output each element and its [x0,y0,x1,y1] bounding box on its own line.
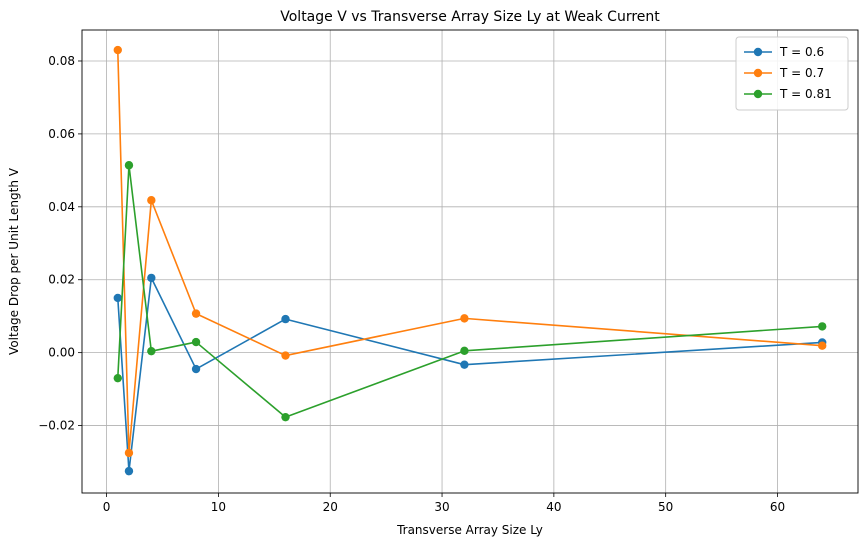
legend-label: T = 0.7 [779,66,824,80]
series-line [116,50,823,454]
y-axis: −0.02 0.00 0.02 0.04 0.06 0.08 [38,54,82,433]
data-point [147,273,156,283]
data-point [147,346,156,356]
series-1 [113,273,827,476]
x-tick-label: 10 [211,500,226,514]
data-point [147,196,156,205]
data-point [124,466,134,476]
data-point [124,161,134,170]
data-point [281,351,290,360]
x-tick-label: 20 [323,500,338,514]
x-tick-label: 40 [546,500,561,514]
chart-title: Voltage V vs Transverse Array Size Ly at… [280,9,660,25]
series-line [116,164,823,418]
legend-item: T = 0.6 [744,45,824,59]
x-tick-label: 0 [103,500,111,514]
y-tick-label: 0.02 [48,273,75,287]
series-layer [113,45,827,476]
legend-swatch-marker [753,47,763,57]
data-point [818,322,827,331]
x-axis-label: Transverse Array Size Ly [396,523,543,537]
data-point [281,314,290,324]
legend-item: T = 0.81 [744,87,832,101]
y-tick-label: −0.02 [38,419,75,433]
legend: T = 0.6 T = 0.7 T = 0.81 [735,36,849,111]
data-point [818,341,827,350]
legend-box [735,36,849,111]
legend-item: T = 0.7 [744,66,824,80]
x-tick-label: 50 [658,500,673,514]
data-point [113,45,122,55]
y-tick-label: 0.08 [48,54,75,68]
data-point [113,373,122,383]
y-tick-label: 0.06 [48,127,75,141]
data-point [191,364,201,374]
legend-swatch-marker [753,68,763,78]
series-3 [113,161,827,422]
data-point [460,360,469,369]
plot-frame [81,29,859,494]
series-line [116,277,823,472]
grid [82,30,858,493]
x-axis: 0 10 20 30 40 50 60 [103,493,785,514]
data-point [191,309,201,318]
legend-label: T = 0.81 [779,87,832,101]
y-axis-label: Voltage Drop per Unit Length V [7,167,21,355]
legend-swatch-marker [753,89,763,99]
data-point [124,448,134,458]
data-point [460,314,469,323]
data-point [191,337,201,347]
x-tick-label: 30 [434,500,449,514]
series-2 [113,45,827,458]
y-tick-label: 0.04 [48,200,75,214]
data-point [460,346,469,356]
x-tick-label: 60 [770,500,785,514]
data-point [281,412,290,422]
legend-label: T = 0.6 [779,45,824,59]
data-point [113,293,122,303]
y-tick-label: 0.00 [48,346,75,360]
